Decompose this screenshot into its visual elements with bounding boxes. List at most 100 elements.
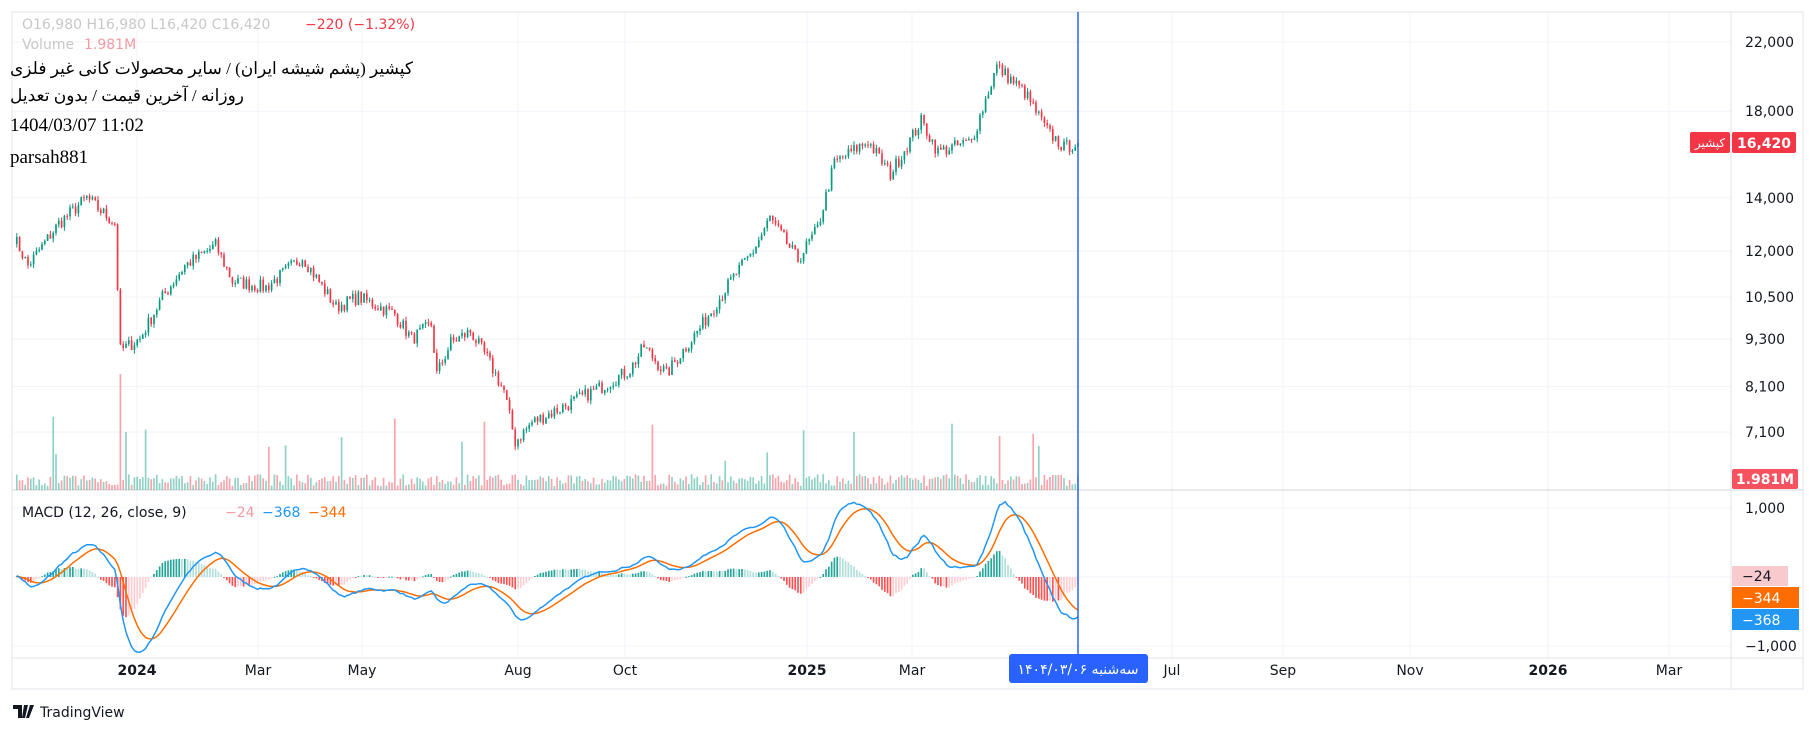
macd-histogram-bar xyxy=(377,577,379,578)
volume-bar xyxy=(528,480,531,490)
candle-body xyxy=(727,279,729,294)
macd-histogram-bar xyxy=(841,558,844,577)
volume-bar xyxy=(1040,485,1043,490)
macd-histogram-bar xyxy=(276,576,279,578)
volume-bar xyxy=(29,478,32,490)
macd-axis[interactable]: 1,000 −1,000 xyxy=(1745,501,1797,655)
candle-body xyxy=(223,254,225,267)
macd-histogram-bar xyxy=(63,568,66,577)
macd-histogram-bar xyxy=(805,577,808,590)
candle-body xyxy=(206,250,209,252)
candle-body xyxy=(1043,117,1046,124)
tradingview-logo[interactable]: TradingView xyxy=(13,705,125,721)
volume-bar xyxy=(94,478,97,490)
macd-histogram-bar xyxy=(813,577,816,581)
candle-body xyxy=(1037,111,1040,113)
candle-body xyxy=(1068,140,1071,152)
volume-bar xyxy=(351,477,354,490)
candle-body xyxy=(724,293,727,300)
candle-body xyxy=(116,224,119,290)
candle-body xyxy=(494,372,497,374)
volume-bar xyxy=(699,484,701,490)
candle-body xyxy=(830,168,833,191)
macd-histogram-bar xyxy=(419,577,421,579)
volume-bar xyxy=(701,482,704,490)
volume-bar xyxy=(273,474,276,490)
volume-bar xyxy=(875,483,878,490)
volume-bar xyxy=(125,432,127,490)
macd-histogram-bar xyxy=(993,554,995,577)
macd-histogram-bar xyxy=(214,568,217,577)
macd-histogram-bar xyxy=(181,558,183,577)
macd-histogram-bar xyxy=(696,572,699,577)
macd-histogram-bar xyxy=(1009,568,1012,577)
macd-histogram-bar xyxy=(612,574,615,577)
macd-histogram-bar xyxy=(861,573,864,577)
volume-bar xyxy=(847,480,850,490)
volume-bar xyxy=(704,475,707,490)
volume-bar xyxy=(707,484,710,490)
candle-body xyxy=(486,351,489,353)
candle-body xyxy=(766,220,769,229)
volume-bar xyxy=(1063,478,1065,490)
candle-body xyxy=(46,234,49,241)
candle-body xyxy=(27,256,29,266)
macd-histogram-bar xyxy=(679,577,682,580)
volume-bar xyxy=(441,479,444,490)
macd-histogram-bar xyxy=(1063,577,1065,597)
candle-body xyxy=(760,234,763,241)
candle-body xyxy=(1018,80,1021,86)
volume-bar xyxy=(424,485,427,490)
candle-body xyxy=(267,285,270,291)
macd-histogram-bar xyxy=(827,566,830,577)
macd-histogram-bar xyxy=(1071,577,1074,591)
candle-body xyxy=(659,369,662,371)
volume-bar xyxy=(318,479,321,490)
macd-histogram-bar xyxy=(878,577,881,587)
candle-body xyxy=(827,190,830,192)
volume-bar xyxy=(637,475,640,490)
volume-bar xyxy=(676,484,679,490)
macd-histogram-bar xyxy=(206,566,209,577)
candle-body xyxy=(788,244,791,248)
volume-bar xyxy=(209,477,211,490)
volume-bar xyxy=(85,480,88,490)
candle-body xyxy=(514,429,517,447)
candle-body xyxy=(189,262,192,266)
candle-body xyxy=(575,394,578,397)
volume-bar xyxy=(1007,480,1009,490)
candle-body xyxy=(1009,76,1012,84)
macd-histogram-bar xyxy=(351,577,354,579)
volume-bar xyxy=(953,474,956,490)
candle-body xyxy=(598,382,601,387)
macd-histogram-bar xyxy=(769,570,771,577)
candle-body xyxy=(769,215,771,221)
price-axis[interactable]: 22,000 18,000 14,000 12,000 10,500 9,300 8,100… xyxy=(1745,35,1794,441)
candle-body xyxy=(631,362,634,375)
macd-histogram-bar xyxy=(309,575,312,577)
candle-body xyxy=(570,398,573,411)
macd-histogram-bar xyxy=(570,569,573,577)
candle-body xyxy=(49,234,52,239)
candle-body xyxy=(511,410,514,430)
volume-bar xyxy=(850,483,853,490)
candle-body xyxy=(931,139,934,142)
volume-bar xyxy=(556,477,559,490)
macd-histogram-bar xyxy=(38,577,41,579)
macd-histogram-bar xyxy=(396,577,399,579)
volume-bar xyxy=(466,474,469,490)
volume-bar xyxy=(505,483,508,490)
time-axis[interactable]: 2024 Mar May Aug Oct 2025 Mar Jul Sep Nov 2026 Mar xyxy=(118,663,1683,679)
candle-body xyxy=(609,387,612,390)
candle-body xyxy=(914,129,917,136)
candle-body xyxy=(463,333,466,338)
macd-histogram-bar xyxy=(525,577,528,584)
volume-bar xyxy=(259,474,262,490)
macd-histogram-bar xyxy=(651,574,654,577)
volume-bar xyxy=(715,483,718,490)
macd-histogram-bar xyxy=(623,573,626,577)
candle-body xyxy=(304,260,307,267)
volume-bar xyxy=(1051,474,1054,490)
macd-histogram-bar xyxy=(701,570,704,577)
